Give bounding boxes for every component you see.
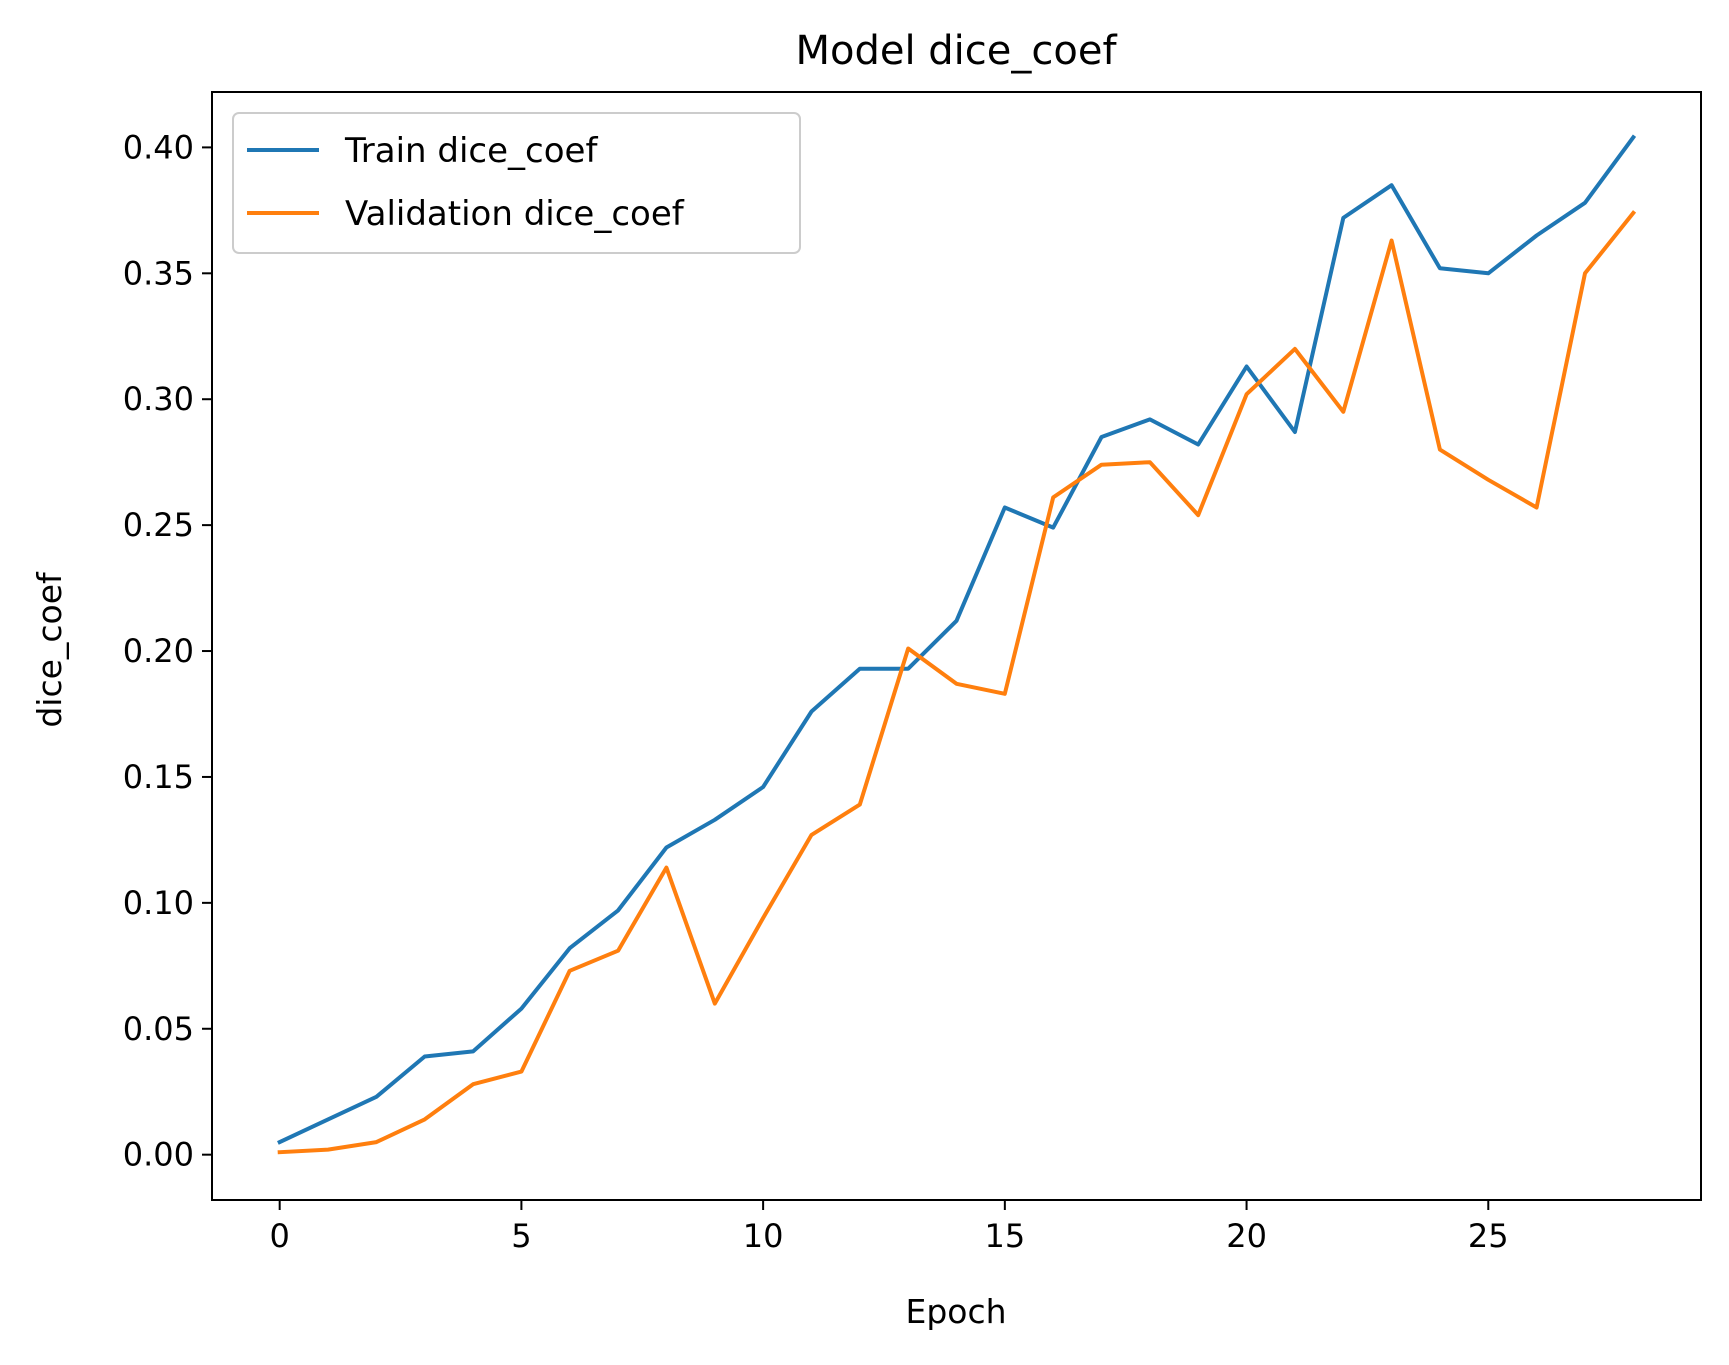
y-tick-label: 0.10 bbox=[123, 884, 194, 922]
x-tick-label: 5 bbox=[511, 1217, 531, 1255]
y-tick-label: 0.35 bbox=[123, 254, 194, 292]
x-tick-label: 0 bbox=[270, 1217, 290, 1255]
y-tick-label: 0.00 bbox=[123, 1136, 194, 1174]
x-tick-label: 15 bbox=[984, 1217, 1025, 1255]
x-tick-label: 25 bbox=[1468, 1217, 1509, 1255]
y-tick-label: 0.25 bbox=[123, 506, 194, 544]
legend-entry-label: Train dice_coef bbox=[344, 131, 598, 171]
legend-entry-label: Validation dice_coef bbox=[345, 194, 685, 234]
legend: Train dice_coef Validation dice_coef bbox=[232, 112, 801, 254]
y-tick-label: 0.30 bbox=[123, 380, 194, 418]
plot-area: 0 5 10 15 20 25 0.00 0.05 0.10 0.15 0.20 0.25 0.30 0.… bbox=[123, 91, 1702, 1255]
y-tick-label: 0.20 bbox=[123, 632, 194, 670]
y-tick-label: 0.15 bbox=[123, 758, 194, 796]
y-tick-label: 0.05 bbox=[123, 1010, 194, 1048]
axes-frame bbox=[211, 91, 1702, 1201]
x-tick-label: 10 bbox=[743, 1217, 784, 1255]
train-series-line bbox=[277, 134, 1637, 1145]
x-tick-label: 20 bbox=[1226, 1217, 1267, 1255]
x-axis-label: Epoch bbox=[905, 1292, 1006, 1331]
y-axis-label: dice_coef bbox=[30, 571, 69, 728]
legend-box bbox=[232, 112, 801, 254]
validation-series-line bbox=[277, 210, 1637, 1155]
chart-title: Model dice_coef bbox=[795, 28, 1117, 74]
y-tick-label: 0.40 bbox=[123, 128, 194, 166]
